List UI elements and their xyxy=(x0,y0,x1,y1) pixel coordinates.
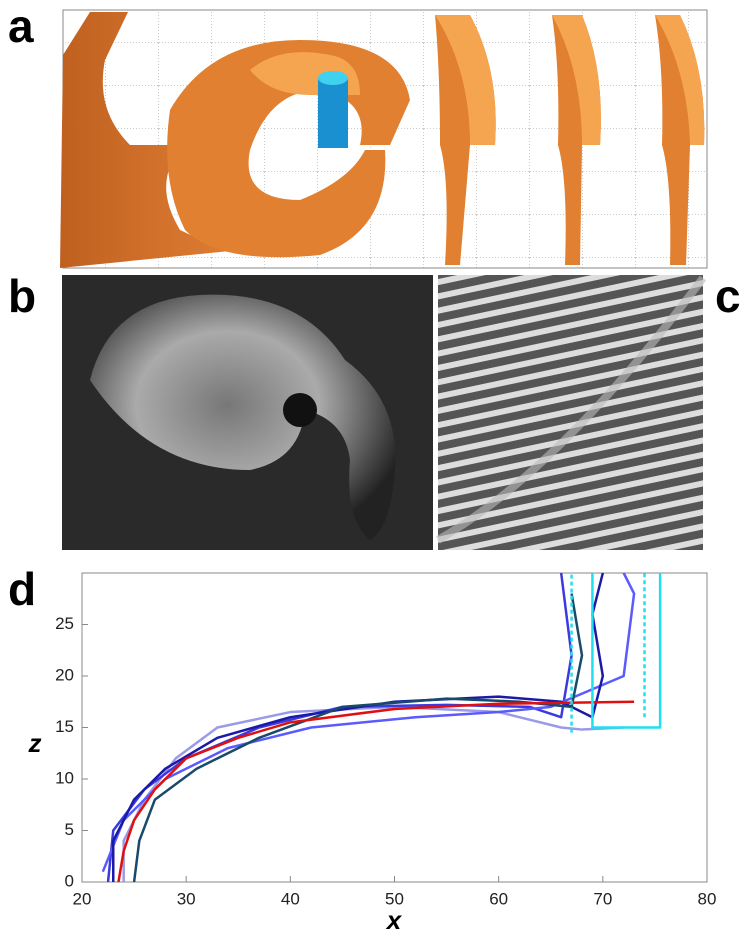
trajectory xyxy=(106,572,573,883)
trajectory xyxy=(101,572,636,873)
y-tick-label: 10 xyxy=(55,768,74,787)
panel-c-image xyxy=(436,275,707,550)
x-tick-label: 40 xyxy=(281,889,300,908)
y-tick-label: 5 xyxy=(65,820,74,839)
x-tick-label: 70 xyxy=(593,889,612,908)
trajectory xyxy=(117,700,635,883)
x-tick-label: 30 xyxy=(177,889,196,908)
x-axis-label: x xyxy=(385,905,403,935)
panel-a-render xyxy=(60,9,708,269)
trajectory xyxy=(122,705,624,882)
panel-label: a xyxy=(8,0,34,52)
y-axis-label: z xyxy=(28,728,42,758)
y-tick-label: 15 xyxy=(55,717,74,736)
trajectory xyxy=(112,572,605,882)
x-tick-label: 60 xyxy=(489,889,508,908)
y-tick-label: 20 xyxy=(55,665,74,684)
panel-label: b xyxy=(8,270,36,322)
y-tick-label: 25 xyxy=(55,614,74,633)
x-tick-label: 20 xyxy=(73,889,92,908)
x-tick-label: 50 xyxy=(385,889,404,908)
trajectory xyxy=(591,573,662,729)
y-tick-label: 0 xyxy=(65,871,74,890)
x-tick-label: 80 xyxy=(698,889,717,908)
trajectory xyxy=(132,593,584,883)
panel-label: d xyxy=(8,563,36,615)
panel-b-image xyxy=(62,275,433,550)
panel-label: c xyxy=(715,270,741,322)
